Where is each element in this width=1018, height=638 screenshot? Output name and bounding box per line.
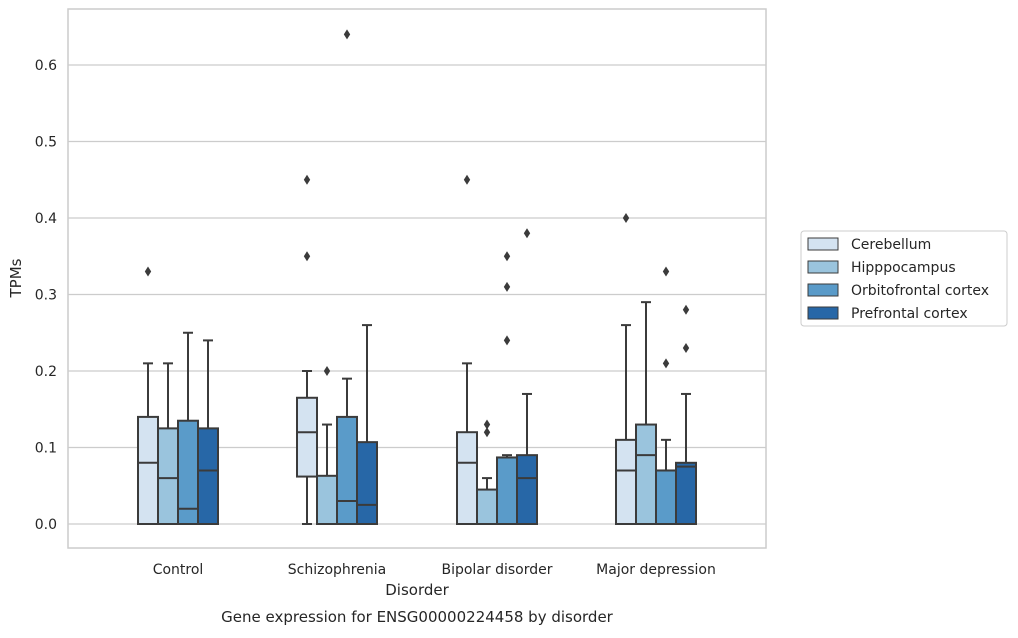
box-group	[516, 228, 538, 525]
legend-label: Cerebellum	[851, 237, 931, 253]
plot-frame	[67, 8, 767, 549]
box-group	[356, 324, 378, 525]
box-iqr	[197, 427, 219, 525]
box-iqr	[476, 488, 498, 526]
box-iqr	[356, 441, 378, 525]
boxes-layer	[137, 29, 697, 526]
box-group	[177, 331, 199, 526]
box-iqr	[336, 415, 358, 525]
y-tick-label: 0.1	[35, 441, 57, 457]
x-axis-label: Disorder	[385, 581, 449, 599]
box-group	[336, 29, 358, 525]
outlier-point	[303, 251, 311, 262]
legend-label: Prefrontal cortex	[851, 306, 968, 322]
box-iqr	[675, 461, 697, 525]
y-tick-label: 0.3	[35, 288, 57, 304]
y-tick-label: 0.5	[35, 135, 57, 151]
y-tick-label: 0.4	[35, 211, 57, 227]
x-tick-label: Bipolar disorder	[441, 562, 552, 578]
box-iqr	[137, 415, 159, 525]
legend-swatch	[807, 237, 839, 251]
y-tick-label: 0.2	[35, 364, 57, 380]
box-iqr	[635, 423, 657, 525]
box-group	[496, 251, 518, 526]
legend-label: Orbitofrontal cortex	[851, 283, 989, 299]
outlier-point	[303, 174, 311, 185]
box-group	[157, 362, 179, 525]
box-iqr	[615, 438, 637, 526]
y-tick-label: 0.6	[35, 58, 57, 74]
outlier-point	[523, 228, 531, 239]
outlier-point	[662, 358, 670, 369]
outlier-point	[144, 266, 152, 277]
outlier-point	[682, 304, 690, 315]
box-group	[456, 174, 478, 526]
legend-label: Hipppocampus	[851, 260, 956, 276]
box-iqr	[655, 469, 677, 526]
legend-frame	[800, 230, 1008, 327]
outlier-point	[682, 343, 690, 354]
x-tick-label: Schizophrenia	[288, 562, 386, 578]
outlier-point	[483, 427, 491, 438]
box-iqr	[496, 456, 518, 526]
box-group	[675, 304, 697, 525]
box-group	[137, 266, 159, 525]
legend-swatch	[807, 306, 839, 320]
x-tick-labels: Control Schizophrenia Bipolar disorder Majo…	[153, 562, 716, 578]
box-iqr	[516, 454, 538, 525]
legend: Cerebellum Hipppocampus Orbitofrontal cort…	[800, 230, 1008, 327]
y-tick-labels: 0.0 0.1 0.2 0.3 0.4 0.5 0.6	[35, 58, 57, 533]
box-iqr	[157, 427, 179, 525]
legend-swatch	[807, 260, 839, 274]
box-iqr	[296, 396, 318, 478]
outlier-point	[343, 29, 351, 40]
box-group	[476, 419, 498, 526]
box-iqr	[456, 431, 478, 526]
legend-swatch	[807, 283, 839, 297]
outlier-point	[463, 174, 471, 185]
box-group	[296, 174, 318, 525]
outlier-point	[503, 251, 511, 262]
box-iqr	[316, 474, 338, 525]
outlier-point	[662, 266, 670, 277]
outlier-point	[503, 281, 511, 292]
outlier-point	[503, 335, 511, 346]
outlier-point	[622, 213, 630, 223]
y-tick-label: 0.0	[35, 517, 57, 533]
x-tick-label: Control	[153, 562, 204, 578]
outlier-point	[323, 366, 331, 376]
box-group	[316, 366, 338, 525]
outlier-point	[483, 419, 491, 430]
chart-title: Gene expression for ENSG00000224458 by d…	[221, 608, 614, 626]
box-group	[197, 339, 219, 525]
x-tick-label: Major depression	[596, 562, 716, 578]
y-axis-label: TPMs	[7, 258, 25, 298]
